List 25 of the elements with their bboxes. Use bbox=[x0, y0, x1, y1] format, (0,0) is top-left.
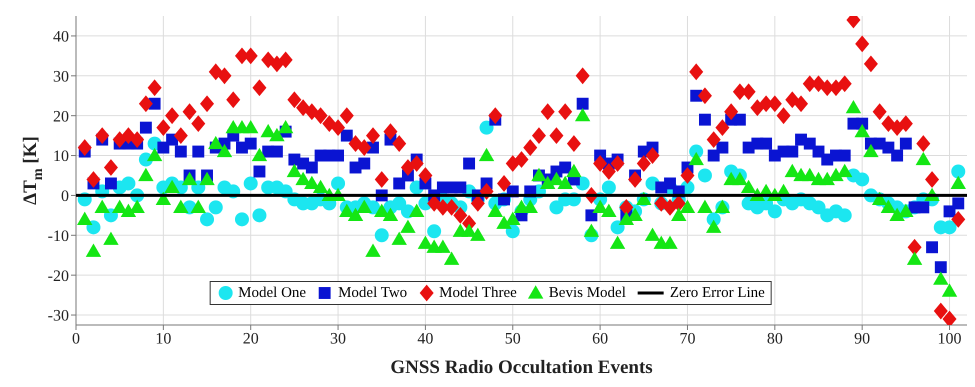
x-tick-label: 40 bbox=[417, 330, 434, 348]
x-tick-label: 30 bbox=[330, 330, 346, 348]
y-tick-label: -30 bbox=[48, 308, 69, 325]
legend-label: Bevis Model bbox=[548, 284, 626, 302]
x-tick-label: 20 bbox=[242, 330, 259, 348]
x-axis-title: GNSS Radio Occultation Events bbox=[390, 357, 653, 378]
x-tick-label: 80 bbox=[766, 330, 783, 348]
x-tick-label: 50 bbox=[504, 330, 521, 348]
y-tick-label: 0 bbox=[61, 188, 69, 206]
x-tick-label: 100 bbox=[938, 330, 962, 348]
x-tick-label: 60 bbox=[592, 330, 608, 348]
y-tick-label: 20 bbox=[53, 108, 69, 126]
x-tick-label: 70 bbox=[679, 330, 696, 348]
legend-label: Model One bbox=[238, 284, 306, 302]
legend-label: Model Two bbox=[338, 284, 408, 302]
y-tick-label: 40 bbox=[53, 28, 69, 46]
y-tick-label: -20 bbox=[48, 268, 69, 285]
legend-label: Zero Error Line bbox=[670, 284, 765, 302]
y-tick-label: 30 bbox=[53, 68, 69, 86]
y-tick-label: 10 bbox=[53, 148, 69, 166]
x-tick-label: 90 bbox=[854, 330, 870, 348]
x-tick-label: 0 bbox=[72, 330, 80, 348]
y-tick-label: -10 bbox=[48, 228, 69, 245]
legend-label: Model Three bbox=[439, 284, 517, 302]
x-tick-label: 10 bbox=[155, 330, 172, 348]
